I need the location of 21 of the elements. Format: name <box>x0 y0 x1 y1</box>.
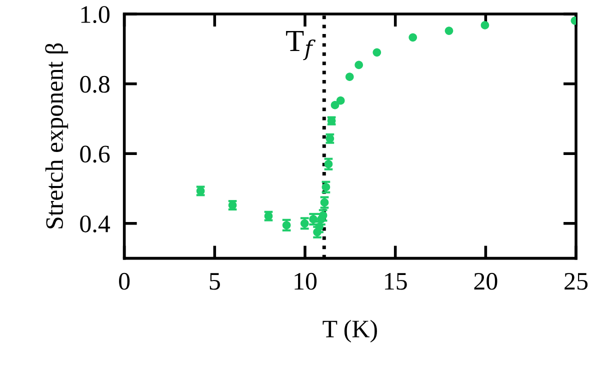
x-tick-label: 5 <box>210 273 220 290</box>
point <box>408 33 418 42</box>
x-tick-label: 25 <box>564 272 588 290</box>
x-tick-label: 0 <box>119 272 130 290</box>
point <box>336 96 345 105</box>
x-axis-title: T (K) <box>322 320 377 343</box>
x-tick-label: 15 <box>385 273 407 290</box>
point <box>330 100 340 110</box>
point <box>372 48 382 57</box>
y-tick-label: 0.4 <box>80 215 110 232</box>
y-tick-label: 0.6 <box>80 146 110 163</box>
point <box>354 60 364 70</box>
point <box>444 26 454 35</box>
point <box>345 72 354 82</box>
y-tick-label: 0.8 <box>80 76 110 93</box>
x-tick-label: 20 <box>474 272 498 290</box>
y-tick-label: 1.0 <box>81 6 110 24</box>
y-axis-title: Stretch exponent β <box>45 43 68 228</box>
point <box>480 21 490 30</box>
x-tick-label: 10 <box>294 272 317 290</box>
ref-line-label: T$_{f}$ <box>286 30 316 60</box>
